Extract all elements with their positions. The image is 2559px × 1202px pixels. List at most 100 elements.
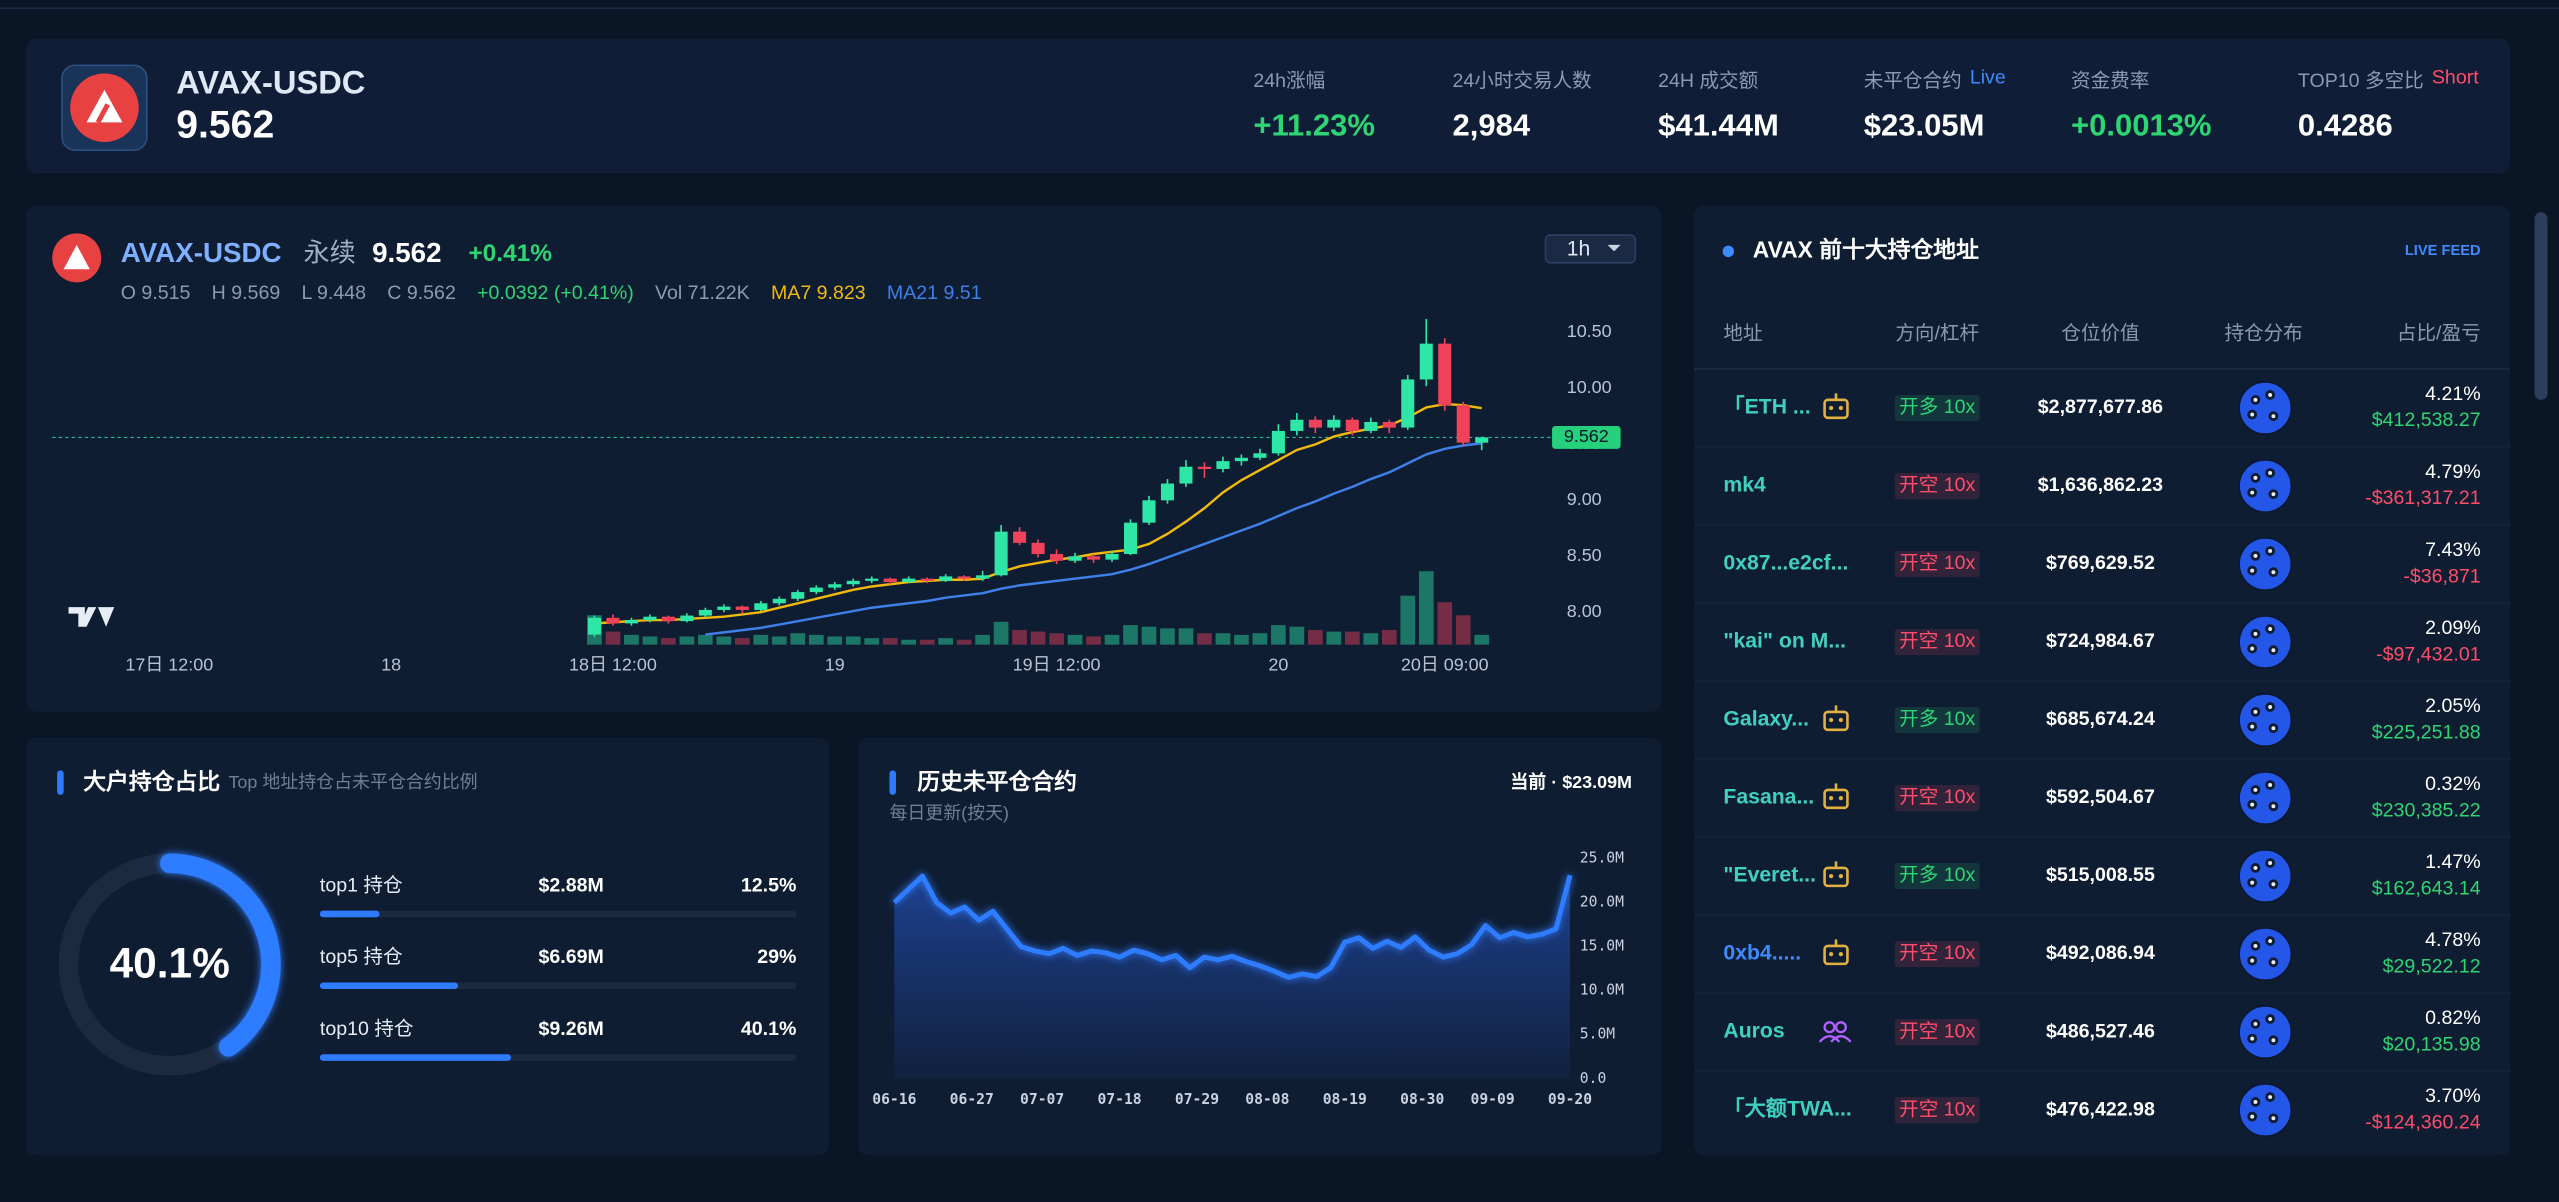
candle-body — [735, 606, 749, 610]
scrollbar[interactable] — [2534, 212, 2548, 400]
pair-price: 9.562 — [176, 104, 274, 147]
interval-caret — [1607, 244, 1621, 252]
candle-body — [1327, 419, 1341, 428]
volume-bar — [864, 638, 880, 645]
candle-body — [939, 576, 953, 581]
panel-title: 历史未平仓合约 — [917, 768, 1077, 794]
direction: 开空 10x — [1899, 942, 1975, 964]
volume-bar — [1012, 629, 1027, 645]
direction: 开空 10x — [1899, 1020, 1975, 1042]
candle-body — [1197, 466, 1211, 469]
volume-bar — [1455, 615, 1471, 645]
distribution-pie[interactable] — [2238, 927, 2293, 982]
direction-badge — [1894, 941, 1980, 968]
volume-bar — [882, 638, 898, 645]
stat-label: 未平仓合约 — [1864, 70, 1962, 92]
volume-bar — [1381, 629, 1397, 645]
distribution-pie[interactable] — [2238, 771, 2293, 825]
panel-subtitle: Top 地址持仓占未平仓合约比例 — [228, 772, 477, 792]
position-value: $769,629.52 — [2046, 552, 2155, 574]
pie-avatar-dot — [2268, 1017, 2273, 1021]
distribution-pie[interactable] — [2238, 1083, 2293, 1138]
direction-badge — [1894, 706, 1980, 734]
distribution-pie[interactable] — [2238, 615, 2293, 669]
pnl: -$97,432.01 — [2376, 643, 2481, 665]
distribution-pie[interactable] — [2238, 849, 2293, 904]
ohlc-info: C 9.562 — [387, 282, 456, 304]
address: "kai" on M... — [1723, 630, 1846, 653]
distribution-pie[interactable] — [2238, 381, 2293, 435]
candle-body — [976, 575, 990, 579]
x-tick-label: 08-08 — [1245, 1091, 1289, 1108]
chart-logo-mark — [63, 244, 90, 270]
volume-bar — [1308, 629, 1323, 645]
distribution-pie[interactable] — [2238, 537, 2293, 591]
chart-card — [26, 205, 1662, 712]
share-pct: 4.21% — [2425, 383, 2481, 405]
last-price-label: 9.562 — [1564, 426, 1609, 446]
candle-body — [1068, 556, 1082, 561]
title-accent — [57, 770, 64, 795]
pie-avatar-dot — [2268, 939, 2273, 943]
y-tick-label: 10.50 — [1567, 321, 1612, 341]
volume-bar — [1326, 631, 1342, 645]
direction-badge — [1894, 1097, 1980, 1124]
ohlc-info: +0.0392 (+0.41%) — [477, 282, 634, 304]
distribution-pie[interactable] — [2238, 1005, 2293, 1060]
pie-avatar-dot — [2271, 726, 2276, 731]
chart-pair: AVAX-USDC — [121, 237, 282, 268]
candle-body — [1087, 556, 1101, 560]
volume-bar — [753, 634, 769, 645]
stat-label: 资金费率 — [2071, 70, 2149, 92]
stat-label: 24H 成交额 — [1658, 70, 1759, 92]
y-tick-label: 20.0M — [1580, 894, 1624, 911]
volume-bar — [845, 636, 861, 645]
position-value: $486,527.46 — [2046, 1020, 2155, 1042]
volume-bar — [716, 636, 732, 645]
volume-bar — [1215, 633, 1231, 645]
interval-select[interactable] — [1544, 234, 1637, 264]
candle-body — [1345, 419, 1359, 431]
volume-bar — [827, 636, 843, 645]
volume-bar — [919, 639, 935, 645]
pie-avatar-dot — [2250, 880, 2255, 885]
y-tick-label: 10.0M — [1580, 982, 1624, 999]
ohlc-info: MA21 9.51 — [887, 282, 982, 304]
pie-avatar-dot — [2250, 1036, 2255, 1041]
ma7-line — [594, 402, 1482, 625]
volume-bar — [938, 638, 954, 645]
pie-avatar-dot — [2253, 1099, 2258, 1104]
candle-body — [772, 598, 786, 604]
pie-avatar-dot — [2250, 490, 2255, 495]
direction: 开空 10x — [1899, 1098, 1975, 1120]
distribution-pie[interactable] — [2238, 693, 2293, 747]
robot-eye — [1828, 795, 1834, 801]
avax-logo-cut — [95, 103, 110, 124]
volume-bar — [605, 631, 621, 645]
share-pct: 0.32% — [2425, 773, 2481, 795]
candle-body — [606, 617, 620, 624]
share-pct: 3.70% — [2425, 1085, 2481, 1107]
candle-body — [1050, 554, 1064, 561]
volume-bar — [1400, 595, 1416, 645]
stat-value: $23.05M — [1864, 107, 1985, 142]
pnl: $230,385.22 — [2372, 799, 2481, 821]
robot-eye — [1838, 873, 1844, 879]
robot-eye — [1838, 405, 1844, 411]
x-tick-label: 19 — [825, 655, 845, 675]
oi-line — [892, 873, 1573, 980]
direction-badge — [1894, 628, 1980, 656]
robot-eye — [1828, 873, 1834, 879]
address: Fasana... — [1723, 786, 1814, 809]
row-label: top1 持仓 — [320, 874, 403, 896]
pie-avatar-dot — [2250, 646, 2255, 651]
row-pct: 40.1% — [741, 1018, 797, 1040]
column-header: 方向/杠杆 — [1895, 323, 1979, 345]
robot-eye — [1828, 951, 1834, 957]
live-feed: LIVE FEED — [2405, 243, 2481, 259]
bar — [319, 982, 459, 990]
pie-avatar-dot — [2250, 802, 2255, 807]
distribution-pie[interactable] — [2238, 459, 2293, 513]
y-tick-label: 9.00 — [1567, 489, 1602, 509]
pie-avatar-dot — [2253, 631, 2258, 636]
